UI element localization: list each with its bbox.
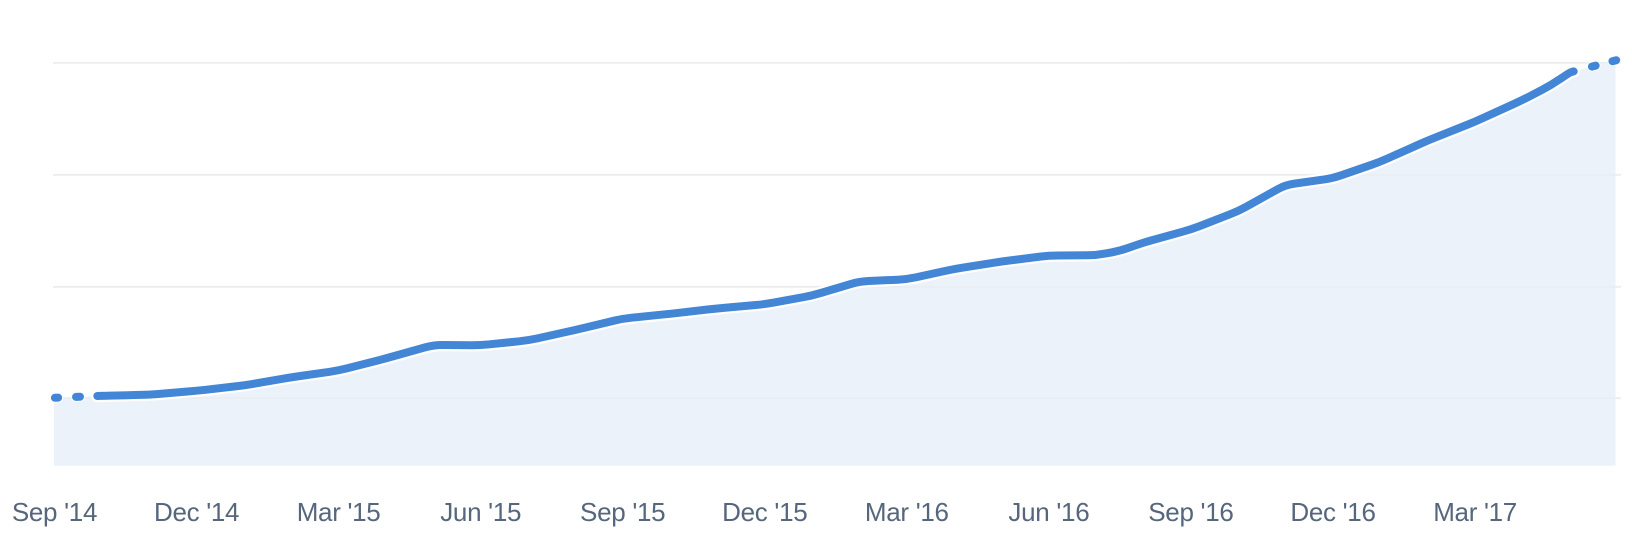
svg-text:Dec '15: Dec '15 xyxy=(722,497,807,527)
svg-text:Dec '14: Dec '14 xyxy=(154,497,239,527)
svg-text:Dec '16: Dec '16 xyxy=(1290,497,1375,527)
svg-text:Sep '16: Sep '16 xyxy=(1148,497,1233,527)
svg-text:Sep '15: Sep '15 xyxy=(580,497,665,527)
svg-text:Jun '16: Jun '16 xyxy=(1008,497,1089,527)
svg-text:Sep '14: Sep '14 xyxy=(12,497,97,527)
svg-text:Jun '15: Jun '15 xyxy=(440,497,521,527)
svg-text:Mar '16: Mar '16 xyxy=(865,497,949,527)
svg-text:Mar '15: Mar '15 xyxy=(297,497,381,527)
svg-text:Mar '17: Mar '17 xyxy=(1433,497,1517,527)
